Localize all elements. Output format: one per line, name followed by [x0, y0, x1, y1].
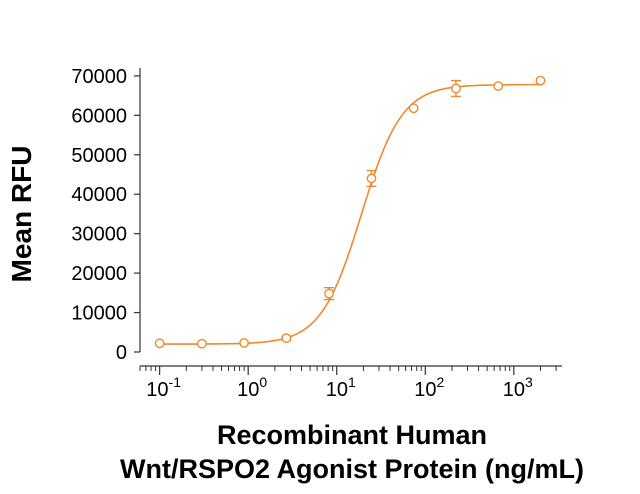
x-axis-title-line-1: Recombinant Human — [217, 420, 487, 450]
fit-curve — [159, 83, 541, 345]
y-tick-label: 10000 — [71, 303, 127, 325]
data-point — [535, 75, 546, 86]
y-tick-label: 60000 — [71, 105, 127, 127]
data-point — [281, 333, 292, 344]
x-axis-title-line-2: Wnt/RSPO2 Agonist Protein (ng/mL) — [120, 454, 584, 484]
y-tick-label: 0 — [116, 342, 127, 364]
x-tick-label: 103 — [503, 374, 533, 401]
y-tick-label: 20000 — [71, 263, 127, 285]
x-tick-label: 102 — [414, 374, 444, 401]
data-point — [493, 81, 504, 92]
x-tick-label: 100 — [237, 374, 267, 401]
series — [154, 75, 546, 349]
data-point — [196, 338, 207, 349]
y-tick-label: 70000 — [71, 66, 127, 88]
data-point — [366, 173, 377, 184]
x-tick-label: 10-1 — [146, 374, 181, 401]
x-axis: 10-1 100 101 102 103 — [139, 365, 562, 401]
y-axis-title: Mean RFU — [6, 146, 37, 283]
y-tick-label: 50000 — [71, 145, 127, 167]
data-point — [324, 288, 335, 299]
y-axis: 0 10000 20000 30000 40000 50000 60000 70000 — [71, 66, 141, 364]
data-point — [408, 103, 419, 114]
data-point — [239, 338, 250, 348]
data-point — [154, 338, 165, 349]
data-point — [451, 83, 461, 94]
y-tick-label: 40000 — [71, 184, 127, 206]
y-tick-label: 30000 — [71, 224, 127, 246]
x-tick-label: 101 — [326, 374, 356, 401]
